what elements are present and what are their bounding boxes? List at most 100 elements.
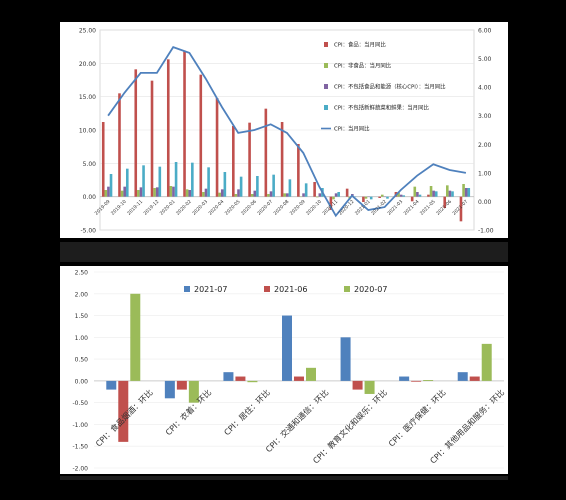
- legend-swatch: [344, 286, 350, 292]
- x-tick-label: 2020-07: [256, 199, 274, 217]
- bar-4: [223, 172, 227, 197]
- y-left-tick-label: 25.00: [79, 28, 96, 35]
- bar-2: [364, 196, 368, 199]
- bar-1: [329, 196, 333, 210]
- legend-label: CPI：当月同比: [334, 125, 370, 133]
- y-right-tick-label: 2.00: [478, 142, 492, 149]
- x-tick-label: 2021-02: [370, 199, 388, 217]
- bar-4: [451, 191, 454, 197]
- bar-2: [413, 186, 417, 197]
- bar-2021-06: [176, 380, 187, 390]
- bar-2021-07: [399, 376, 410, 381]
- bar-4: [288, 179, 292, 197]
- bar-3: [188, 190, 192, 197]
- bar-1: [280, 122, 284, 197]
- chart-panel-cpi-mom: -2.00 -1.50 -1.00 -0.50 0.00 0.50 1.00 1.50 2.00…: [60, 266, 508, 474]
- y-right-tick-label: 6.00: [478, 28, 492, 35]
- bar-2: [250, 194, 254, 197]
- bar-1: [101, 122, 105, 197]
- x-tick-label: 2020-02: [175, 199, 193, 217]
- bar-2021-06: [352, 380, 363, 390]
- x-tick-label: 2020-03: [191, 199, 209, 217]
- bar-1: [118, 93, 121, 197]
- bar-2021-07: [223, 372, 234, 381]
- bar-3: [416, 192, 419, 197]
- x-tick-label: 2019-10: [110, 199, 128, 217]
- bar-2021-07: [457, 372, 468, 381]
- x-tick-label: 2019-09: [94, 199, 112, 217]
- bar-2021-07: [340, 337, 351, 381]
- y-tick-label: -2.00: [72, 466, 88, 473]
- bar-1: [427, 194, 430, 197]
- y-tick-label: -1.50: [72, 444, 88, 451]
- legend-swatch: [324, 105, 328, 110]
- bar-4: [304, 183, 308, 197]
- bar-2: [446, 185, 449, 197]
- bar-2: [315, 196, 319, 198]
- bar-2021-06: [235, 376, 246, 381]
- bar-2021-06: [411, 380, 422, 382]
- legend-label: 2021-06: [274, 285, 307, 294]
- bar-3: [237, 189, 240, 197]
- bar-1: [264, 108, 268, 197]
- legend-label: 2020-07: [354, 285, 387, 294]
- x-tick-label: 2020-04: [208, 199, 226, 217]
- y-right-tick-label: 0.00: [478, 199, 492, 206]
- bar-3: [464, 188, 468, 197]
- bar-2: [397, 192, 400, 197]
- bar-3: [269, 191, 273, 197]
- x-tick-label: 2020-09: [289, 199, 307, 217]
- bar-2020-07: [247, 380, 258, 383]
- y-left-tick-label: 15.00: [79, 94, 96, 101]
- legend-swatch: [264, 286, 270, 292]
- bar-2021-07: [164, 380, 175, 399]
- bar-2: [185, 189, 189, 197]
- x-tick-label: 2019-11: [126, 199, 144, 217]
- bar-4: [207, 167, 210, 197]
- y-tick-label: 2.00: [75, 291, 89, 298]
- bar-3: [253, 190, 257, 197]
- bar-2: [218, 192, 221, 197]
- bar-4: [337, 192, 340, 197]
- y-right-tick-label: 5.00: [478, 56, 492, 63]
- separator-band: [60, 242, 508, 262]
- y-tick-label: -0.50: [72, 400, 88, 407]
- bar-1: [232, 126, 235, 197]
- legend-label: CPI：非食品：当月同比: [334, 62, 392, 70]
- bar-2020-07: [130, 293, 141, 381]
- y-left-tick-label: 0.00: [83, 194, 97, 201]
- bar-1: [362, 196, 365, 202]
- bar-2021-06: [469, 376, 480, 381]
- y-left-tick-label: -5.00: [80, 228, 96, 235]
- bar-2: [169, 186, 173, 197]
- bar-2: [202, 192, 205, 197]
- bar-1: [150, 80, 154, 197]
- bar-1: [134, 69, 138, 197]
- chart-panel-cpi-yoy: -5.00 0.00 5.00 10.00 15.00 20.00 25.00 -1.00 0.…: [60, 22, 508, 238]
- x-tick-label: CPI：医疗保健：环比: [386, 387, 447, 448]
- bar-3: [286, 193, 289, 197]
- y-tick-label: 2.50: [75, 270, 89, 277]
- y-right-tick-label: -1.00: [478, 228, 494, 235]
- x-tick-label: CPI：交通和通信：环比: [263, 387, 330, 454]
- y-right-tick-label: 4.00: [478, 85, 492, 92]
- bar-2020-07: [188, 380, 199, 403]
- legend-label: CPI：不包括新鲜蔬菜和鲜果：当月同比: [334, 104, 429, 112]
- bar-1: [410, 196, 414, 202]
- bar-3: [334, 193, 338, 197]
- bar-3: [302, 193, 305, 197]
- bar-2: [283, 193, 286, 197]
- bar-2: [153, 188, 156, 197]
- bar-2020-07: [306, 367, 316, 381]
- bar-1: [166, 59, 170, 197]
- bar-2020-07: [423, 380, 434, 381]
- bar-3: [107, 186, 110, 197]
- bar-4: [467, 188, 471, 197]
- bar-1: [215, 98, 219, 197]
- bar-2: [137, 190, 140, 197]
- bar-2021-07: [106, 380, 117, 390]
- bar-3: [318, 193, 322, 197]
- bar-1: [443, 196, 447, 208]
- bar-1: [248, 122, 251, 197]
- bottom-band: [60, 476, 508, 480]
